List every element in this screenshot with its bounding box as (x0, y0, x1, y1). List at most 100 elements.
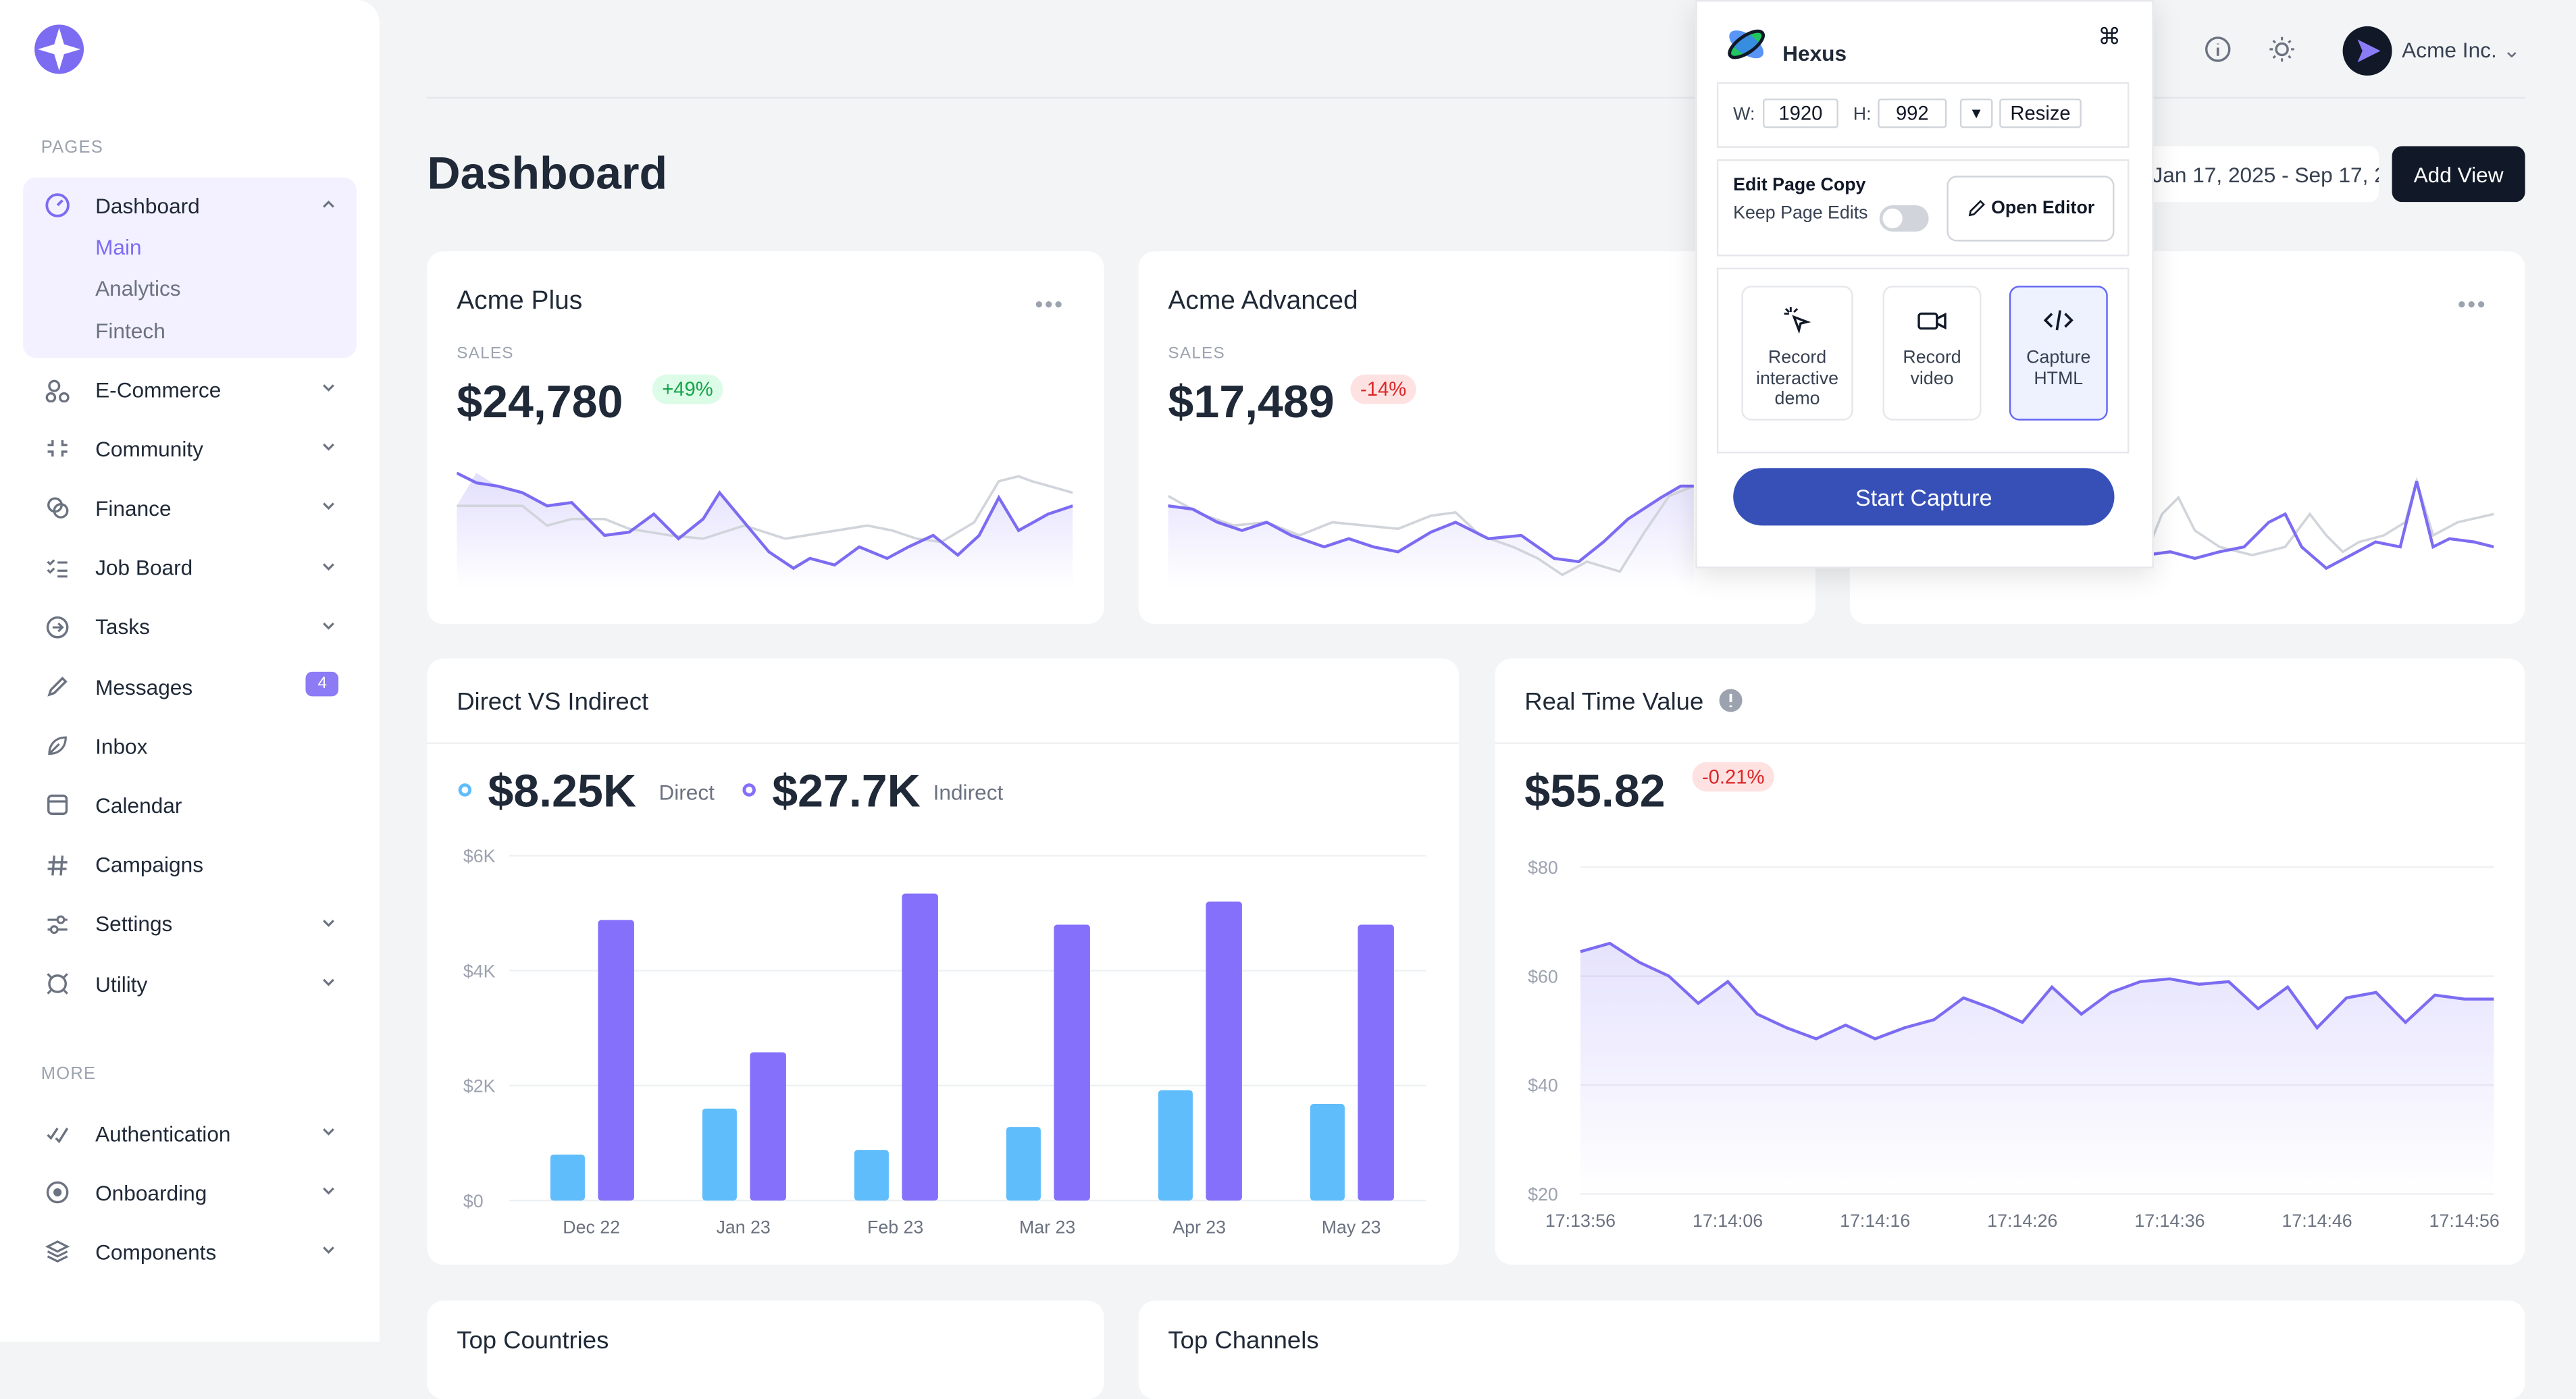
more-menu-icon[interactable]: ••• (2457, 290, 2487, 317)
direct-legend-dot (458, 783, 472, 797)
bar-indirect[interactable] (598, 920, 634, 1201)
sidebar-item-e-commerce[interactable]: E-Commerce (43, 371, 345, 408)
pencil-icon (1968, 200, 1986, 217)
bar-direct[interactable] (854, 1150, 889, 1201)
sidebar-item-inbox[interactable]: Inbox (43, 728, 345, 764)
record-video-tile[interactable]: Record video (1882, 286, 1982, 421)
bar-indirect[interactable] (750, 1052, 786, 1201)
sidebar-item-job-board[interactable]: Job Board (43, 550, 345, 586)
card-title: Top Channels (1168, 1327, 1319, 1355)
x-tick-label: Feb 23 (867, 1217, 923, 1238)
indirect-legend-dot (742, 783, 756, 797)
auth-icon (43, 1118, 72, 1148)
chevron-down-icon (323, 384, 334, 392)
open-editor-button[interactable]: Open Editor (1947, 176, 2115, 242)
onboarding-icon (43, 1178, 72, 1207)
area-fill (1580, 943, 2494, 1194)
real-time-line-chart: $20 $40 $60 $80 17:13:56 17:14:06 17:14:16 17:1… (1528, 857, 2500, 1231)
utility-icon (43, 969, 72, 999)
sidebar-item-label: Onboarding (95, 1180, 207, 1205)
sidebar-item-campaigns[interactable]: Campaigns (43, 847, 345, 883)
cursor-click-icon (1784, 307, 1811, 334)
bar-indirect[interactable] (902, 893, 938, 1201)
sidebar-subitem-analytics[interactable]: Analytics (95, 275, 181, 301)
bar-direct[interactable] (1006, 1127, 1041, 1201)
start-capture-button[interactable]: Start Capture (1733, 468, 2115, 526)
x-tick-label: Mar 23 (1019, 1217, 1075, 1238)
sidebar-item-community[interactable]: Community (43, 431, 345, 467)
keep-edits-toggle[interactable] (1879, 205, 1929, 232)
sidebar-item-utility[interactable]: Utility (43, 966, 345, 1002)
bar-indirect[interactable] (1206, 901, 1242, 1201)
sidebar-item-label: Authentication (95, 1121, 231, 1146)
bar-indirect[interactable] (1054, 924, 1090, 1201)
x-tick-label: 17:14:26 (1987, 1211, 2057, 1231)
sidebar-subitem-main[interactable]: Main (95, 234, 142, 260)
sidebar-item-label: Community (95, 436, 204, 461)
size-dropdown-icon[interactable]: ▼ (1959, 98, 1993, 128)
unread-count-badge: 4 (306, 671, 339, 697)
sidebar-item-messages[interactable]: Messages 4 (43, 668, 345, 705)
app-logo-icon[interactable] (33, 23, 86, 76)
sidebar-item-settings[interactable]: Settings (43, 906, 345, 943)
sidebar-item-label: Inbox (95, 733, 148, 759)
card-title: Acme Advanced (1168, 287, 1358, 316)
bar-direct[interactable] (1158, 1090, 1193, 1201)
sidebar-subitem-fintech[interactable]: Fintech (95, 318, 165, 344)
chevron-down-icon (323, 622, 334, 630)
sidebar-item-calendar[interactable]: Calendar (43, 787, 345, 824)
y-tick-label: $40 (1528, 1076, 1558, 1096)
card-title: Acme Plus (457, 287, 583, 316)
sidebar-item-label: Job Board (95, 555, 193, 580)
sidebar-item-components[interactable]: Components (43, 1234, 345, 1271)
send-icon (2357, 39, 2381, 63)
sidebar-item-tasks[interactable]: Tasks (43, 609, 345, 645)
hexus-title: Hexus (1782, 41, 1847, 66)
chevron-down-icon (323, 1128, 334, 1136)
more-section-label: MORE (41, 1064, 97, 1084)
sidebar-item-onboarding[interactable]: Onboarding (43, 1175, 345, 1211)
info-icon[interactable] (1718, 688, 1743, 712)
info-icon[interactable] (2203, 34, 2233, 64)
more-menu-icon[interactable]: ••• (1035, 290, 1064, 317)
command-icon[interactable]: ⌘ (2098, 23, 2121, 49)
hexus-logo-icon (1728, 29, 1765, 59)
avatar[interactable] (2342, 26, 2392, 76)
resize-button[interactable]: Resize (1999, 98, 2082, 128)
add-view-button[interactable]: Add View (2392, 146, 2525, 203)
sidebar-item-authentication[interactable]: Authentication (43, 1115, 345, 1152)
chevron-up-icon (323, 200, 334, 208)
date-range-picker[interactable]: Jan 17, 2025 - Sep 17, 2025 (2129, 146, 2379, 203)
sidebar-item-label: Tasks (95, 614, 150, 639)
card-title: Top Countries (457, 1327, 609, 1355)
tile-label: Capture HTML (2026, 348, 2091, 389)
width-input[interactable]: 1920 (1762, 98, 1838, 128)
bar-direct[interactable] (702, 1108, 737, 1201)
record-interactive-demo-tile[interactable]: Record interactive demo (1741, 286, 1853, 421)
sidebar-item-finance[interactable]: Finance (43, 490, 345, 527)
code-icon (2043, 310, 2073, 331)
x-tick-label: Dec 22 (563, 1217, 620, 1238)
x-tick-label: 17:14:06 (1693, 1211, 1763, 1231)
realtime-value: $55.82 (1524, 765, 1666, 816)
indirect-label: Indirect (933, 780, 1004, 805)
sidebar-item-dashboard[interactable]: Dashboard (43, 187, 345, 223)
chevron-down-icon (323, 562, 334, 571)
x-tick-label: 17:14:16 (1840, 1211, 1910, 1231)
open-editor-label: Open Editor (1991, 199, 2095, 219)
height-label: H: (1853, 105, 1872, 125)
y-tick-label: $2K (463, 1076, 496, 1097)
y-tick-label: $60 (1528, 966, 1558, 986)
capture-html-tile[interactable]: Capture HTML (2009, 286, 2108, 421)
value-line[interactable] (1580, 941, 2494, 1040)
bar-direct[interactable] (1310, 1104, 1345, 1201)
bar-indirect[interactable] (1358, 924, 1394, 1201)
height-input[interactable]: 992 (1878, 98, 1947, 128)
stat-card-acme-plus: Acme Plus ••• SALES $24,780 +49% (427, 251, 1104, 625)
bar-direct[interactable] (550, 1154, 585, 1201)
sidebar: PAGES Dashboard Main Analytics Fintech E… (0, 0, 380, 1342)
user-menu[interactable]: Acme Inc. ⌄ (2402, 38, 2521, 64)
sun-icon[interactable] (2267, 34, 2297, 64)
top-countries-card: Top Countries (427, 1300, 1104, 1399)
tile-label: Record video (1903, 348, 1961, 389)
